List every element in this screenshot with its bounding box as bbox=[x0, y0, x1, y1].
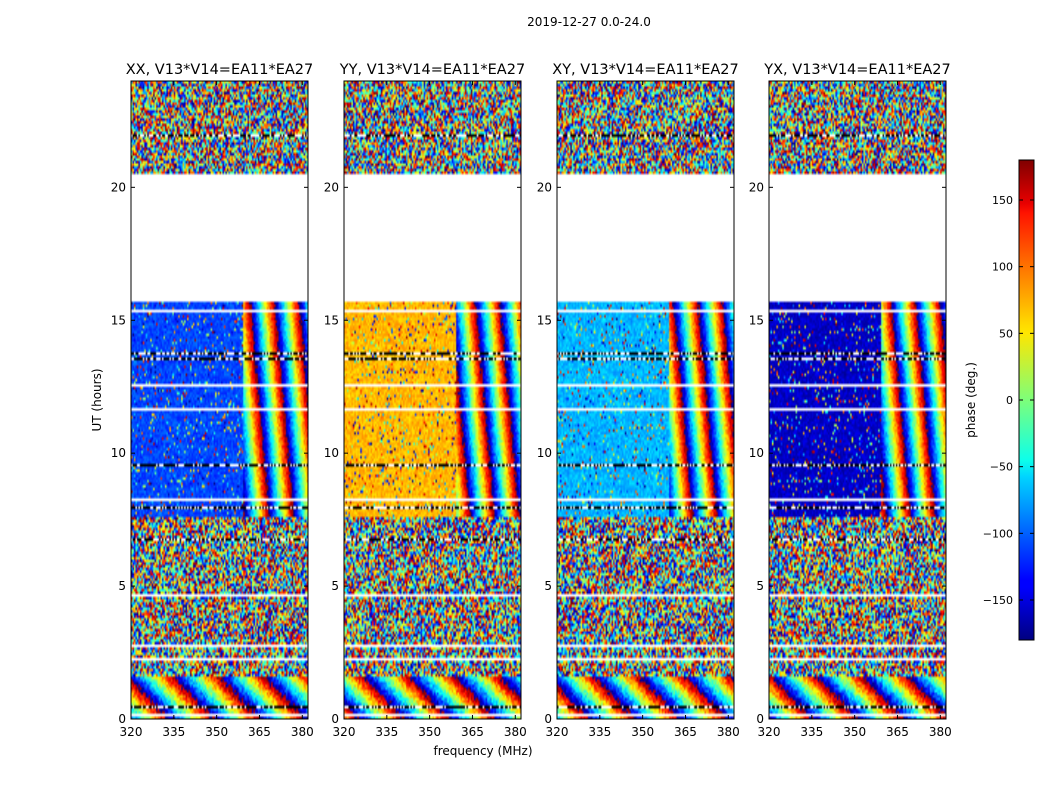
x-tick-label: 320 bbox=[333, 725, 356, 739]
x-tick-label: 335 bbox=[588, 725, 611, 739]
panel-3: YX, V13*V14=EA11*EA27 320 335 350 365 380 0 5 10… bbox=[749, 62, 952, 739]
x-tick-label: 335 bbox=[375, 725, 398, 739]
y-tick-label: 20 bbox=[749, 180, 764, 194]
colorbar-tick-label: 50 bbox=[999, 327, 1013, 340]
x-tick-label: 380 bbox=[291, 725, 314, 739]
heatmap-image bbox=[769, 81, 946, 719]
x-tick-label: 380 bbox=[504, 725, 527, 739]
plot-frame bbox=[343, 80, 522, 720]
x-tick-label: 365 bbox=[886, 725, 909, 739]
y-tick-label: 5 bbox=[756, 579, 764, 593]
heatmap-image bbox=[557, 81, 734, 719]
panels-group: XX, V13*V14=EA11*EA27 320 335 350 365 380 0 5 10… bbox=[111, 62, 952, 739]
y-tick-label: 5 bbox=[544, 579, 552, 593]
heatmap-image bbox=[344, 81, 521, 719]
panel-1: YY, V13*V14=EA11*EA27 320 335 350 365 380 0 5 10… bbox=[324, 62, 527, 739]
y-tick-label: 20 bbox=[537, 180, 552, 194]
y-tick-label: 20 bbox=[324, 180, 339, 194]
colorbar-tick-label: 150 bbox=[992, 194, 1013, 207]
panel-title: YX, V13*V14=EA11*EA27 bbox=[763, 62, 950, 78]
y-tick-label: 15 bbox=[537, 313, 552, 327]
x-tick-label: 350 bbox=[205, 725, 228, 739]
colorbar: 150 100 50 0 −50 −100 −150 phase (deg.) bbox=[964, 159, 1035, 641]
x-axis-label: frequency (MHz) bbox=[433, 744, 532, 758]
x-tick-label: 320 bbox=[120, 725, 143, 739]
y-tick-label: 10 bbox=[111, 446, 126, 460]
colorbar-tick-label: 0 bbox=[1006, 394, 1013, 407]
x-tick-label: 365 bbox=[461, 725, 484, 739]
x-tick-label: 350 bbox=[843, 725, 866, 739]
y-tick-label: 10 bbox=[537, 446, 552, 460]
y-axis-label: UT (hours) bbox=[90, 368, 104, 431]
x-tick-label: 320 bbox=[546, 725, 569, 739]
panel-0: XX, V13*V14=EA11*EA27 320 335 350 365 380 0 5 10… bbox=[111, 62, 314, 739]
y-tick-label: 0 bbox=[544, 712, 552, 726]
x-tick-label: 335 bbox=[162, 725, 185, 739]
figure-title: 2019-12-27 0.0-24.0 bbox=[527, 15, 651, 29]
panel-title: XX, V13*V14=EA11*EA27 bbox=[126, 62, 314, 78]
panel-2: XY, V13*V14=EA11*EA27 320 335 350 365 380 0 5 10… bbox=[537, 62, 740, 739]
panel-title: YY, V13*V14=EA11*EA27 bbox=[339, 62, 525, 78]
x-tick-label: 365 bbox=[248, 725, 271, 739]
colorbar-tick-label: −150 bbox=[983, 594, 1013, 607]
y-tick-label: 0 bbox=[331, 712, 339, 726]
x-tick-label: 380 bbox=[717, 725, 740, 739]
x-tick-label: 350 bbox=[418, 725, 441, 739]
y-tick-label: 20 bbox=[111, 180, 126, 194]
panel-title: XY, V13*V14=EA11*EA27 bbox=[552, 62, 738, 78]
plot-frame bbox=[556, 80, 735, 720]
x-tick-label: 335 bbox=[800, 725, 823, 739]
colorbar-tick-label: 100 bbox=[992, 261, 1013, 274]
y-tick-label: 15 bbox=[111, 313, 126, 327]
y-tick-label: 10 bbox=[749, 446, 764, 460]
y-tick-label: 15 bbox=[324, 313, 339, 327]
x-tick-label: 380 bbox=[929, 725, 952, 739]
plot-frame bbox=[768, 80, 947, 720]
y-tick-label: 5 bbox=[331, 579, 339, 593]
colorbar-tick-label: −100 bbox=[983, 527, 1013, 540]
y-tick-label: 0 bbox=[756, 712, 764, 726]
y-tick-label: 10 bbox=[324, 446, 339, 460]
x-tick-label: 320 bbox=[758, 725, 781, 739]
x-tick-label: 365 bbox=[674, 725, 697, 739]
heatmap-image bbox=[131, 81, 308, 719]
y-tick-label: 5 bbox=[118, 579, 126, 593]
y-tick-label: 0 bbox=[118, 712, 126, 726]
y-tick-label: 15 bbox=[749, 313, 764, 327]
colorbar-ticks: 150 100 50 0 −50 −100 −150 bbox=[983, 194, 1034, 607]
x-tick-label: 350 bbox=[631, 725, 654, 739]
plot-frame bbox=[130, 80, 309, 720]
colorbar-label: phase (deg.) bbox=[964, 362, 978, 438]
colorbar-tick-label: −50 bbox=[990, 461, 1013, 474]
